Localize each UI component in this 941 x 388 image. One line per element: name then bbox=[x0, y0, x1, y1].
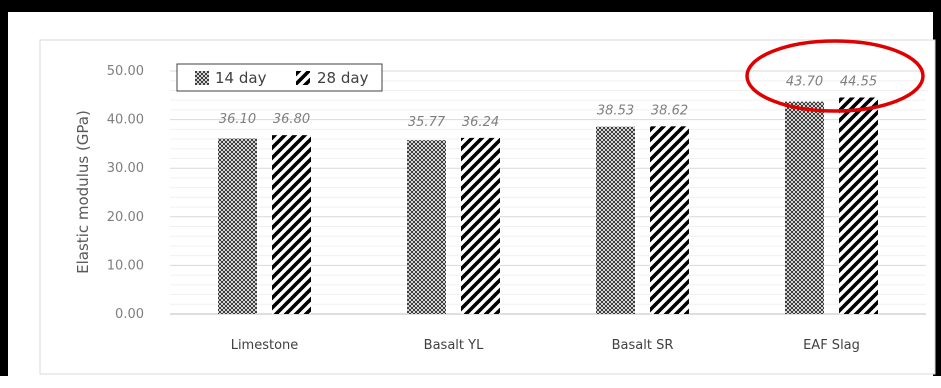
bar bbox=[785, 101, 824, 314]
x-category-label: Limestone bbox=[231, 338, 299, 353]
legend-swatch-14-day bbox=[195, 71, 209, 85]
bar-chart: 0.00 10.00 20.00 30.00 40.00 50.00 Elastic mod… bbox=[39, 39, 936, 375]
legend-label-28-day: 28 day bbox=[317, 69, 369, 87]
bar bbox=[461, 137, 500, 314]
x-category-label: Basalt YL bbox=[424, 338, 484, 353]
y-axis-label: Elastic modulus (GPa) bbox=[74, 110, 92, 274]
bar bbox=[650, 126, 689, 315]
y-tick-label: 20.00 bbox=[107, 210, 144, 225]
x-category-label: Basalt SR bbox=[612, 338, 674, 353]
data-label: 38.62 bbox=[651, 103, 688, 118]
data-label: 44.55 bbox=[840, 74, 877, 89]
bar bbox=[218, 138, 257, 314]
data-label: 38.53 bbox=[597, 103, 634, 118]
data-label: 35.77 bbox=[408, 115, 446, 130]
y-tick-label: 10.00 bbox=[107, 258, 144, 273]
bar bbox=[272, 135, 311, 314]
data-label: 36.80 bbox=[273, 112, 310, 127]
x-category-label: EAF Slag bbox=[803, 338, 860, 353]
y-tick-label: 0.00 bbox=[115, 307, 144, 322]
data-label: 43.70 bbox=[786, 74, 823, 89]
chart-frame: 0.00 10.00 20.00 30.00 40.00 50.00 Elastic mod… bbox=[0, 0, 941, 376]
bar bbox=[596, 126, 635, 314]
bar bbox=[407, 140, 446, 314]
highlight-ellipse bbox=[745, 39, 925, 113]
bar bbox=[839, 97, 878, 314]
y-tick-label: 40.00 bbox=[107, 113, 144, 128]
data-label: 36.10 bbox=[219, 112, 256, 127]
y-tick-label: 50.00 bbox=[107, 64, 144, 79]
legend-swatch-28-day bbox=[296, 71, 310, 85]
legend-box bbox=[176, 63, 383, 92]
y-tick-label: 30.00 bbox=[107, 161, 144, 176]
legend-label-14-day: 14 day bbox=[215, 69, 267, 87]
data-label: 36.24 bbox=[462, 115, 499, 130]
